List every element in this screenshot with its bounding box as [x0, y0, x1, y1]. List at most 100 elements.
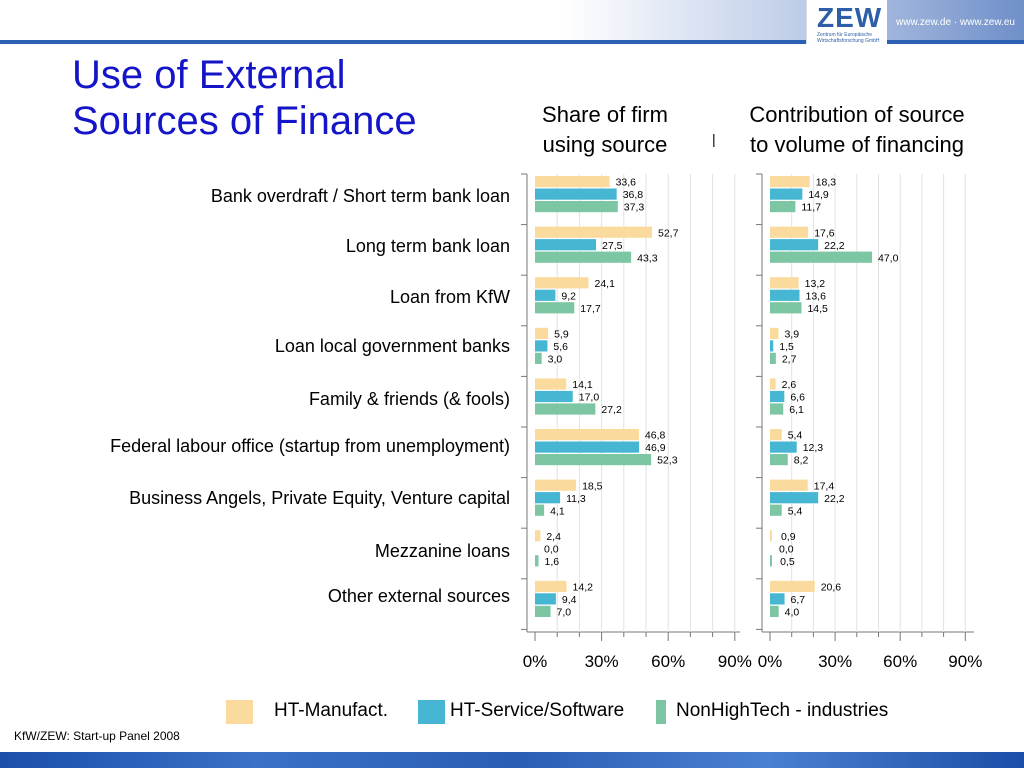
x-tick-label: 0%: [758, 652, 783, 671]
bar: [770, 378, 776, 390]
bar: [770, 340, 774, 352]
right-chart-title: Contribution of source to volume of fina…: [722, 100, 992, 160]
bar: [770, 441, 797, 453]
left-title-line-1: Share of firm: [542, 102, 668, 127]
category-label: Long term bank loan: [345, 236, 510, 256]
bar: [535, 504, 545, 516]
data-label: 17,0: [579, 392, 600, 404]
footer-band: [0, 752, 1024, 768]
data-label: 13,2: [805, 278, 826, 290]
data-label: 52,3: [657, 455, 678, 467]
data-label: 5,4: [788, 430, 803, 442]
x-tick-label: 60%: [883, 652, 917, 671]
bar: [535, 327, 549, 339]
bar: [770, 289, 800, 301]
data-label: 17,4: [814, 480, 835, 492]
data-label: 0,0: [779, 543, 794, 555]
bar: [535, 176, 610, 188]
right-title-line-1: Contribution of source: [749, 102, 965, 127]
data-label: 5,9: [554, 329, 569, 341]
bar: [535, 441, 640, 453]
data-label: 18,5: [582, 480, 603, 492]
data-label: 24,1: [595, 278, 616, 290]
data-label: 3,9: [784, 329, 799, 341]
x-tick-label: 30%: [818, 652, 852, 671]
data-label: 33,6: [616, 177, 637, 189]
bar: [770, 302, 802, 314]
bar: [535, 454, 652, 466]
bar: [770, 352, 776, 364]
data-label: 14,9: [808, 189, 829, 201]
bar: [535, 251, 632, 263]
data-label: 6,6: [790, 392, 805, 404]
bar: [535, 555, 539, 567]
bar: [535, 239, 597, 251]
legend-swatch-nonhightech: [656, 700, 666, 724]
legend-swatch-manufact: [226, 700, 253, 724]
title-line-1: Use of External: [72, 53, 346, 97]
bar: [770, 176, 810, 188]
bar: [535, 492, 561, 504]
data-label: 46,8: [645, 430, 666, 442]
bar: [770, 429, 782, 441]
data-label: 0,9: [781, 531, 796, 543]
x-tick-label: 90%: [718, 652, 752, 671]
source-note: KfW/ZEW: Start-up Panel 2008: [14, 729, 180, 743]
bar: [770, 555, 772, 567]
data-label: 22,2: [824, 240, 845, 252]
bar: [770, 580, 815, 592]
data-label: 17,7: [580, 303, 601, 315]
data-label: 8,2: [794, 455, 809, 467]
category-label: Business Angels, Private Equity, Venture…: [129, 488, 510, 508]
data-label: 0,5: [780, 556, 795, 568]
data-label: 5,6: [553, 341, 568, 353]
data-label: 47,0: [878, 252, 899, 264]
category-label: Family & friends (& fools): [308, 389, 510, 409]
bar: [770, 454, 788, 466]
bar: [535, 340, 548, 352]
bar: [535, 188, 617, 200]
bar: [535, 378, 567, 390]
x-tick-label: 0%: [523, 652, 548, 671]
bar: [535, 530, 541, 542]
legend-label-nonhightech: NonHighTech - industries: [676, 700, 889, 721]
logo-subtext: Zentrum für Europäische Wirtschaftsforsc…: [817, 32, 880, 44]
data-label: 12,3: [803, 442, 824, 454]
data-label: 14,1: [572, 379, 593, 391]
x-tick-label: 60%: [651, 652, 685, 671]
category-label: Federal labour office (startup from unem…: [110, 436, 510, 456]
header-stripe: [0, 40, 1024, 44]
left-chart-title: Share of firm using source: [520, 100, 690, 160]
bar: [770, 492, 819, 504]
bar: [535, 605, 551, 617]
data-label: 52,7: [658, 227, 679, 239]
bar: [535, 302, 575, 314]
bar: [535, 390, 573, 403]
data-label: 4,1: [550, 505, 565, 517]
zew-logo: ZEW Zentrum für Europäische Wirtschaftsf…: [806, 0, 887, 44]
bar: [770, 605, 779, 617]
bar: [535, 403, 596, 415]
data-label: 1,6: [545, 556, 560, 568]
logo-text: ZEW: [817, 2, 883, 33]
data-label: 37,3: [624, 202, 645, 214]
bar: [770, 504, 782, 516]
right-title-line-2: to volume of financing: [749, 132, 965, 157]
bar: [535, 277, 589, 289]
bar: [770, 593, 785, 605]
data-label: 6,7: [791, 594, 806, 606]
data-label: 14,5: [807, 303, 828, 315]
bar: [770, 390, 785, 403]
data-label: 3,0: [548, 354, 563, 366]
bar: [770, 251, 872, 263]
separator-mark: |: [712, 131, 716, 147]
data-label: 9,2: [561, 290, 576, 302]
category-label: Mezzanine loans: [374, 541, 510, 561]
bar: [770, 201, 796, 213]
data-label: 27,2: [601, 404, 622, 416]
legend-swatch-service: [418, 700, 445, 724]
data-label: 14,2: [573, 582, 594, 594]
data-label: 7,0: [557, 607, 572, 619]
data-label: 36,8: [623, 189, 644, 201]
legend-label-service: HT-Service/Software: [450, 700, 625, 721]
